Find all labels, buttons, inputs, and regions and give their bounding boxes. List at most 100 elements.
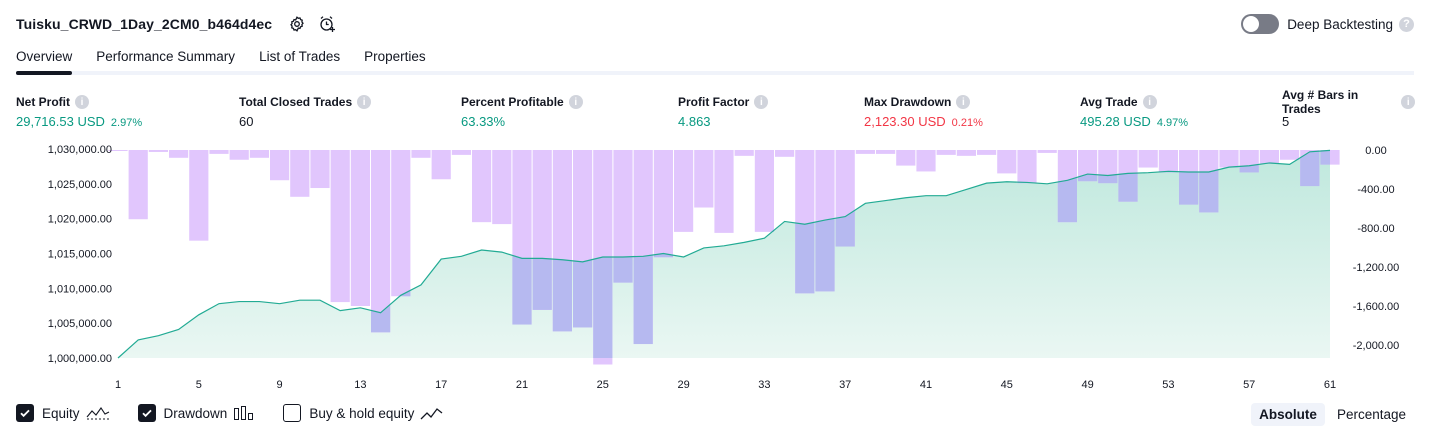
stat-avg-bars: Avg # Bars in Trades i 5 — [1282, 88, 1415, 129]
tab-list-of-trades[interactable]: List of Trades — [259, 49, 341, 64]
tabs-divider — [16, 71, 1414, 75]
drawdown-bar — [1219, 150, 1239, 168]
y-right-tick-label: -2,000.00 — [1353, 340, 1399, 352]
info-icon[interactable]: i — [75, 95, 89, 109]
settings-icon[interactable] — [288, 15, 306, 33]
stat-value: 495.28 USD — [1080, 114, 1151, 129]
info-icon[interactable]: i — [357, 95, 372, 109]
drawdown-bar — [189, 150, 209, 241]
drawdown-bar — [290, 150, 310, 197]
drawdown-bar — [977, 150, 997, 155]
stat-label: Net Profit — [16, 95, 70, 109]
drawdown-bar — [1037, 150, 1057, 153]
value-mode-switch: Absolute Percentage — [1251, 401, 1414, 427]
x-tick-label: 57 — [1243, 379, 1255, 391]
stat-total-closed-trades: Total Closed Trades i 60 — [239, 94, 372, 129]
info-icon[interactable]: i — [1142, 95, 1157, 109]
info-icon[interactable]: i — [956, 95, 971, 109]
info-icon[interactable]: i — [754, 95, 769, 109]
drawdown-bar — [209, 150, 229, 154]
drawdown-bar — [1017, 150, 1037, 184]
drawdown-bar — [916, 150, 936, 172]
stat-label: Profit Factor — [678, 95, 750, 109]
x-tick-label: 61 — [1324, 379, 1336, 391]
equity-line-icon — [86, 405, 110, 421]
y-left-tick-label: 1,025,000.00 — [48, 179, 112, 191]
drawdown-bar — [1158, 150, 1178, 173]
stat-percent-profitable: Percent Profitable i 63.33% — [461, 94, 583, 129]
drawdown-bar — [1259, 150, 1279, 164]
drawdown-bars-icon — [233, 405, 255, 421]
buy-hold-checkbox[interactable] — [283, 404, 302, 422]
stat-label: Avg # Bars in Trades — [1282, 88, 1359, 116]
y-right-tick-label: -1,200.00 — [1353, 262, 1399, 274]
drawdown-bar — [431, 150, 451, 180]
drawdown-bar — [1280, 150, 1300, 160]
drawdown-bar — [653, 150, 673, 258]
deep-backtesting-control: Deep Backtesting ? — [1241, 13, 1414, 35]
drawdown-bar — [310, 150, 330, 189]
drawdown-bar — [391, 150, 411, 297]
tab-properties[interactable]: Properties — [364, 49, 426, 64]
drawdown-bar — [371, 150, 391, 333]
x-tick-label: 41 — [920, 379, 932, 391]
percentage-button[interactable]: Percentage — [1336, 406, 1406, 422]
strategy-header: Tuisku_CRWD_1Day_2CM0_b464d4ec — [16, 12, 336, 36]
drawdown-bar — [472, 150, 492, 223]
legend-drawdown[interactable]: Drawdown — [137, 404, 256, 422]
drawdown-bar — [1138, 150, 1158, 168]
legend-label: Equity — [42, 405, 80, 421]
drawdown-bar — [128, 150, 148, 220]
drawdown-bar — [956, 150, 976, 156]
y-left-tick-label: 1,010,000.00 — [48, 283, 112, 295]
equity-area — [118, 150, 1330, 358]
x-tick-label: 9 — [277, 379, 283, 391]
toggle-knob — [1243, 16, 1260, 32]
stat-percent: 0.21% — [951, 117, 983, 129]
drawdown-bar — [855, 150, 875, 154]
stat-value: 4.863 — [678, 114, 711, 129]
strategy-name: Tuisku_CRWD_1Day_2CM0_b464d4ec — [16, 16, 273, 32]
legend-buy-hold[interactable]: Buy & hold equity — [283, 404, 444, 422]
stat-percent: 4.97% — [1156, 117, 1189, 129]
drawdown-bar — [694, 150, 714, 208]
x-tick-label: 17 — [435, 379, 447, 391]
x-tick-label: 5 — [196, 379, 202, 391]
drawdown-bar — [108, 150, 128, 151]
drawdown-bar — [148, 150, 168, 152]
absolute-button[interactable]: Absolute — [1251, 402, 1325, 426]
info-icon[interactable]: i — [1401, 95, 1415, 109]
x-tick-label: 33 — [758, 379, 770, 391]
tab-overview[interactable]: Overview — [16, 44, 73, 75]
stat-value: 60 — [239, 114, 254, 129]
info-icon[interactable]: i — [568, 95, 583, 109]
drawdown-bar — [896, 150, 916, 166]
x-tick-label: 53 — [1162, 379, 1174, 391]
deep-backtesting-toggle[interactable] — [1241, 14, 1280, 34]
x-tick-label: 21 — [516, 379, 528, 391]
drawdown-bar — [411, 150, 431, 158]
stat-label: Total Closed Trades — [239, 95, 353, 109]
drawdown-checkbox[interactable] — [137, 404, 156, 422]
help-icon[interactable]: ? — [1399, 16, 1414, 32]
tab-performance-summary[interactable]: Performance Summary — [96, 49, 236, 64]
y-left-tick-label: 1,000,000.00 — [48, 353, 112, 365]
equity-drawdown-chart[interactable]: 1,030,000.00 1,025,000.00 1,020,000.00 1,01… — [0, 138, 1431, 396]
drawdown-bar — [734, 150, 754, 156]
y-left-tick-label: 1,015,000.00 — [48, 249, 112, 261]
x-tick-label: 37 — [839, 379, 851, 391]
x-tick-label: 29 — [677, 379, 689, 391]
drawdown-bar — [229, 150, 249, 160]
stat-percent: 2.97% — [110, 117, 143, 129]
drawdown-bar-overlap — [1320, 150, 1330, 165]
add-alert-icon[interactable] — [318, 15, 336, 33]
legend-equity[interactable]: Equity — [16, 404, 110, 422]
chart-legend: Equity Drawdown Buy & hold equity — [16, 402, 472, 424]
drawdown-bar-overlap — [1300, 150, 1320, 187]
y-left-tick-label: 1,030,000.00 — [48, 144, 112, 156]
stat-label: Max Drawdown — [864, 95, 952, 109]
deep-backtesting-label: Deep Backtesting — [1287, 16, 1393, 32]
stat-value: 29,716.53 USD — [16, 114, 105, 129]
y-right-tick-label: -800.00 — [1357, 223, 1394, 235]
equity-checkbox[interactable] — [16, 404, 34, 422]
